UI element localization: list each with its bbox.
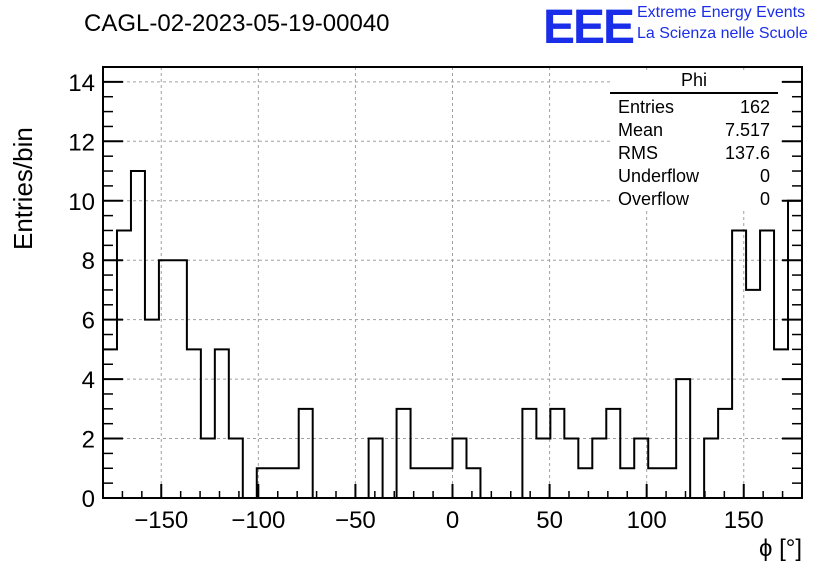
logo-line-1: Extreme Energy Events	[637, 4, 806, 21]
stats-row-rms: RMS 137.6	[610, 142, 778, 165]
axis-ticks	[103, 80, 802, 499]
stats-value: 137.6	[724, 143, 770, 163]
x-tick-label: 150	[724, 507, 764, 534]
x-axis-title: ϕ [°]	[758, 535, 802, 562]
stats-row-mean: Mean 7.517	[610, 119, 778, 142]
x-tick-label: −150	[134, 507, 188, 534]
stats-label: Underflow	[618, 166, 700, 186]
stats-title: Phi	[610, 70, 778, 94]
y-tick-label: 6	[82, 308, 95, 335]
x-tick-label: 50	[536, 507, 563, 534]
x-tick-label: 0	[446, 507, 459, 534]
y-tick-label: 2	[82, 427, 95, 454]
chart-title: CAGL-02-2023-05-19-00040	[84, 10, 390, 37]
axis-tick-labels: −150 −100 −50 0 50 100 150 0 2 4 6 8 10 12 14	[68, 70, 763, 534]
y-tick-label: 0	[82, 486, 95, 513]
y-tick-label: 10	[68, 189, 95, 216]
stats-value: 7.517	[724, 120, 770, 140]
x-tick-label: −50	[335, 507, 376, 534]
y-tick-label: 14	[68, 70, 95, 97]
stats-row-underflow: Underflow 0	[610, 165, 778, 188]
x-tick-label: 100	[627, 507, 667, 534]
stats-row-overflow: Overflow 0	[610, 188, 778, 211]
stats-label: RMS	[618, 143, 658, 163]
stats-value: 0	[759, 189, 770, 209]
stats-label: Overflow	[618, 189, 690, 209]
stats-value: 162	[739, 97, 770, 117]
grid-lines	[103, 67, 802, 498]
y-tick-label: 8	[82, 248, 95, 275]
stats-value: 0	[759, 166, 770, 186]
histogram-step-line	[102, 170, 803, 499]
logo-line-2: La Scienza nelle Scuole	[637, 25, 808, 42]
y-tick-label: 12	[68, 129, 95, 156]
y-tick-label: 4	[82, 367, 95, 394]
y-axis-title: Entries/bin	[8, 127, 38, 250]
x-tick-label: −100	[231, 507, 285, 534]
stats-label: Entries	[618, 97, 675, 117]
stats-row-entries: Entries 162	[610, 96, 778, 119]
stats-label: Mean	[618, 120, 664, 140]
eee-logo: EEE	[543, 1, 635, 54]
stats-box: Phi Entries 162 Mean 7.517 RMS 137.6 Und…	[610, 70, 778, 211]
